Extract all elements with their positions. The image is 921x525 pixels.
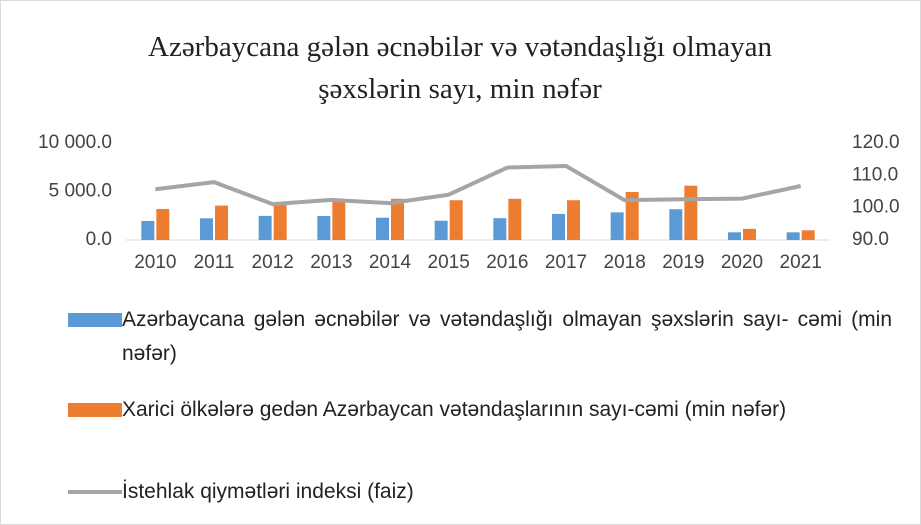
bar [376,217,389,240]
bar [200,218,213,240]
legend-marker [68,490,122,494]
bar [625,191,639,240]
x-tick-label: 2016 [486,252,528,273]
bar [743,228,756,240]
x-tick-label: 2020 [721,252,763,273]
x-tick-label: 2018 [604,252,646,273]
bar [493,218,507,240]
bar [317,216,331,240]
legend-label: Azərbaycana gələn əcnəbilər və vətəndaşl… [122,308,892,365]
y2-tick-label: 100.0 [852,197,900,218]
y-tick-label: 10 000.0 [38,132,112,153]
legend-label: Xarici ölkələrə gedən Azərbaycan vətənda… [122,398,787,421]
x-tick-label: 2017 [545,252,587,273]
bar [801,230,815,240]
bar [669,209,683,240]
x-tick-label: 2014 [369,252,412,273]
y-tick-label: 5 000.0 [49,181,112,202]
x-tick-label: 2015 [428,252,470,273]
y2-tick-label: 120.0 [852,132,900,153]
bar [610,212,624,240]
bar [728,232,741,240]
x-tick-label: 2021 [780,252,822,273]
bar [332,199,346,240]
bar [567,200,580,240]
legend-item: Azərbaycana gələn əcnəbilər və vətəndaşl… [68,303,892,371]
x-tick-label: 2013 [310,252,352,273]
bar [552,213,565,240]
y2-tick-label: 110.0 [852,164,898,185]
legend-marker [68,313,122,327]
y-tick-label: 0.0 [86,229,112,250]
bar [684,185,698,240]
legend-item: İstehlak qiymətləri indeksi (faiz) [68,475,892,509]
x-tick-label: 2011 [194,252,235,273]
bar [786,232,800,240]
bar [273,202,287,240]
y2-tick-label: 90.0 [852,229,889,250]
legend-marker [68,403,122,417]
bar [141,220,155,240]
chart-title: Azərbaycana gələn əcnəbilər və vətəndaşl… [148,31,772,105]
bar [434,220,448,240]
bar [449,200,463,240]
legend-item: Xarici ölkələrə gedən Azərbaycan vətənda… [68,393,892,427]
x-tick-label: 2010 [134,252,176,273]
bar [156,208,170,240]
bar [258,215,272,240]
bar [215,205,228,240]
legend-label: İstehlak qiymətləri indeksi (faiz) [122,480,414,503]
x-tick-label: 2019 [662,252,704,273]
x-tick-label: 2012 [252,252,294,273]
bar [508,198,522,240]
bar [391,198,404,240]
line-series [155,163,802,207]
